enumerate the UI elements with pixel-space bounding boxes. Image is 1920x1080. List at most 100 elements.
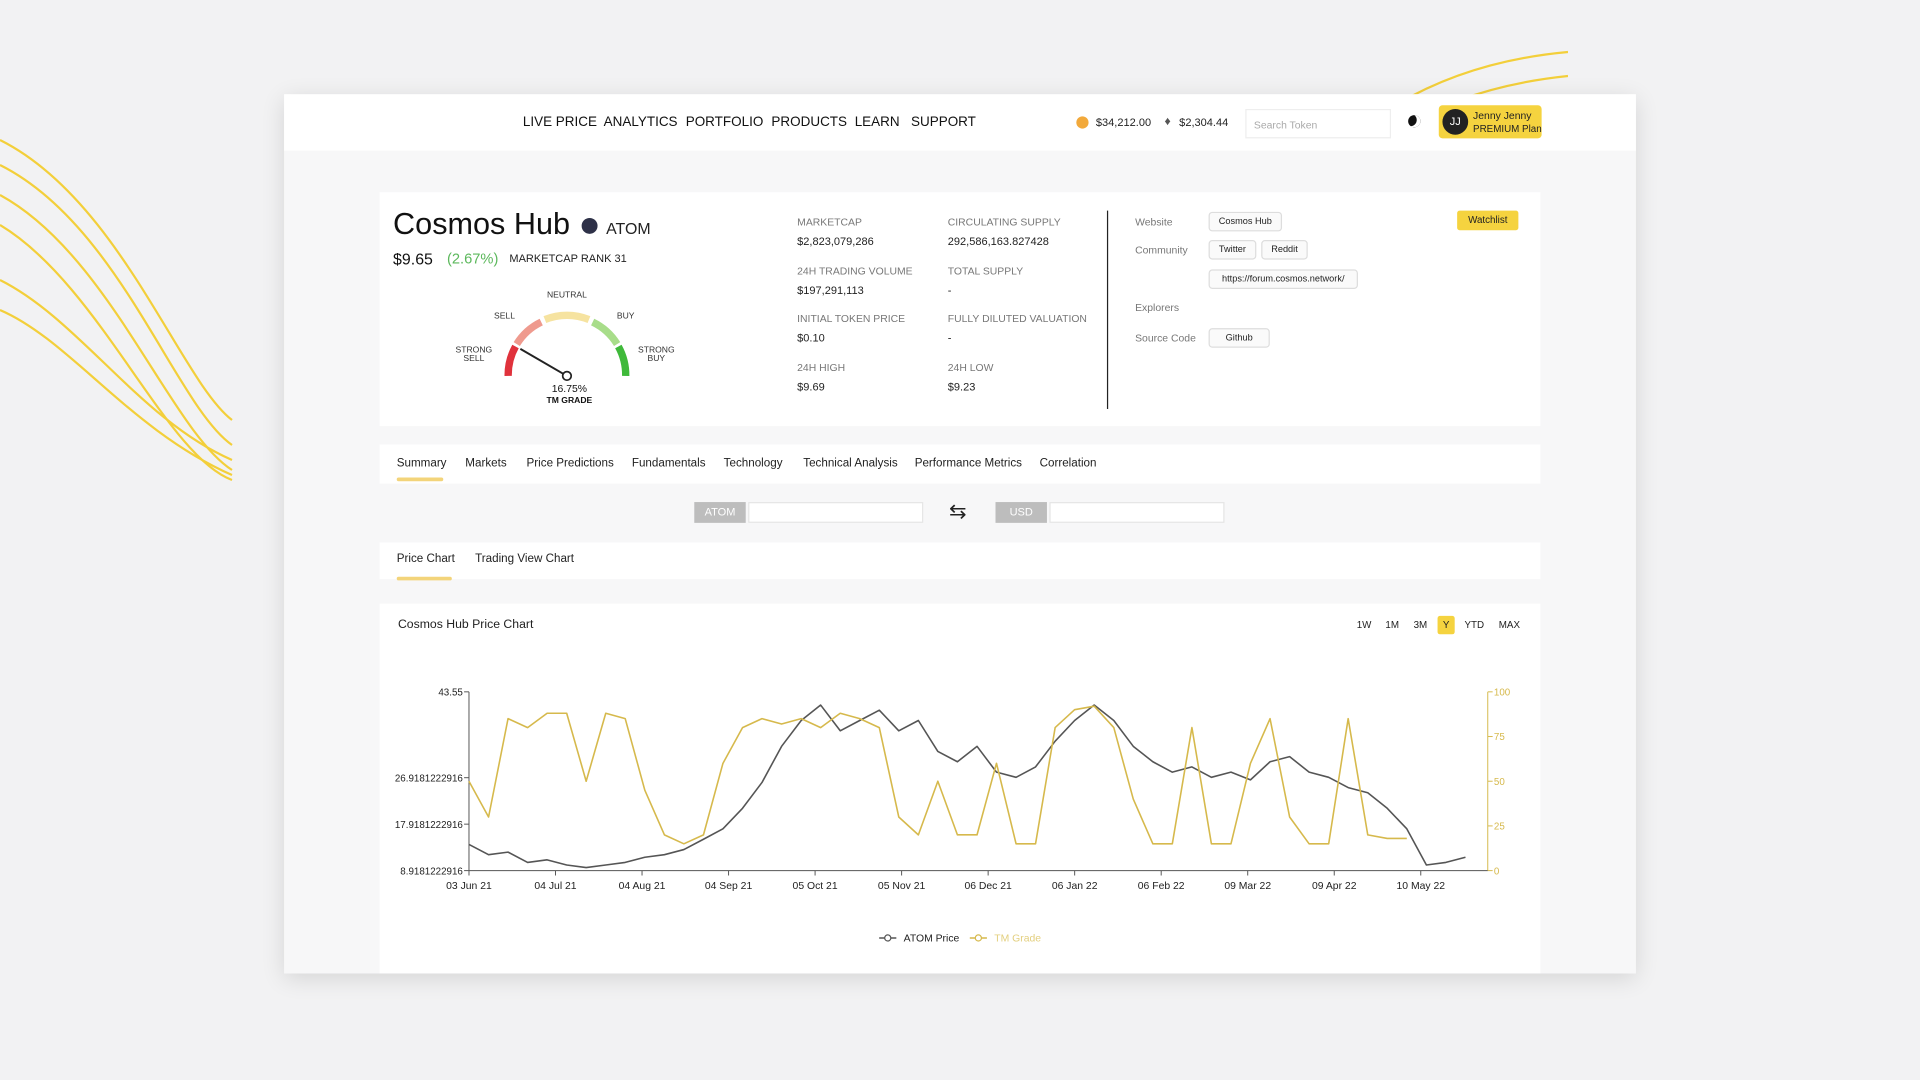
legend-marker [884, 934, 892, 942]
chart-card [379, 603, 1541, 974]
x-tick-label: 06 Feb 22 [1138, 881, 1185, 892]
link-button[interactable]: Github [1208, 328, 1270, 348]
nav-item[interactable]: LEARN [854, 115, 900, 130]
timeframe-button[interactable]: YTD [1464, 619, 1485, 631]
x-tick-label: 03 Jun 21 [446, 881, 492, 892]
gauge-label: STRONG BUY [638, 345, 675, 364]
x-tick-label: 06 Dec 21 [964, 881, 1012, 892]
tab[interactable]: Correlation [1039, 456, 1097, 471]
divider [1106, 210, 1109, 409]
gauge-value: 16.75% [552, 384, 587, 395]
token-symbol: ATOM [606, 219, 651, 238]
eth-price: $2,304.44 [1179, 116, 1229, 129]
x-tick-label: 09 Mar 22 [1224, 881, 1271, 892]
stat-value: $2,823,079,286 [797, 235, 874, 248]
link-button[interactable]: Reddit [1261, 240, 1308, 260]
stat-label: MARKETCAP [797, 215, 862, 228]
converter-to: USD [995, 502, 1047, 523]
tabs-card [379, 444, 1541, 484]
chart-title: Cosmos Hub Price Chart [397, 618, 534, 632]
stat-value: $197,291,113 [797, 283, 864, 296]
theme-toggle[interactable] [1408, 115, 1421, 128]
timeframe-button[interactable]: 1W [1356, 619, 1372, 631]
info-card [379, 192, 1541, 427]
gauge-label: NEUTRAL [547, 290, 587, 300]
timeframe-button[interactable]: MAX [1498, 619, 1521, 631]
stat-label: 24H TRADING VOLUME [797, 264, 913, 277]
nav-item[interactable]: SUPPORT [911, 115, 976, 130]
x-tick-label: 04 Sep 21 [705, 881, 753, 892]
link-label: Source Code [1135, 331, 1196, 345]
stat-value: - [947, 332, 952, 345]
user-badge[interactable]: JJ Jenny Jenny PREMIUM Plan [1438, 105, 1542, 139]
x-tick-label: 09 Apr 22 [1312, 881, 1357, 892]
stat-label: TOTAL SUPPLY [947, 264, 1024, 277]
gauge-title: TM GRADE [547, 395, 593, 405]
tab[interactable]: Markets [465, 456, 507, 471]
tab-underline [396, 576, 452, 581]
gauge-label: SELL [494, 310, 515, 320]
avatar: JJ [1442, 108, 1469, 135]
gauge-hub [561, 370, 573, 382]
link-label: Website [1135, 215, 1173, 228]
search-input[interactable]: Search Token [1245, 108, 1392, 139]
series-line [468, 704, 1466, 869]
user-name: Jenny Jenny [1473, 108, 1532, 122]
x-tick-label: 05 Oct 21 [793, 881, 838, 892]
tab[interactable]: Technology [723, 456, 783, 471]
chart-tab[interactable]: Price Chart [396, 552, 455, 566]
y-tick-label: 17.9181222916 [395, 820, 464, 831]
link-label: Community [1135, 243, 1188, 256]
nav-item[interactable]: LIVE PRICE [522, 115, 597, 130]
converter-from-input[interactable] [748, 502, 924, 523]
tab[interactable]: Technical Analysis [803, 456, 898, 471]
converter-to-input[interactable] [1049, 502, 1225, 523]
chart-tab[interactable]: Trading View Chart [475, 552, 575, 566]
stat-label: 24H HIGH [797, 361, 846, 374]
y2-tick-label: 25 [1494, 822, 1505, 833]
legend-label: ATOM Price [904, 934, 960, 945]
watchlist-button[interactable]: Watchlist [1457, 210, 1519, 231]
series-line [468, 705, 1407, 845]
timeframe-button[interactable]: Y [1437, 615, 1455, 635]
x-tick-label: 05 Nov 21 [878, 881, 926, 892]
y-tick-label: 8.9181222916 [400, 866, 463, 877]
y-tick-label: 43.55 [438, 688, 463, 699]
nav-item[interactable]: ANALYTICS [603, 115, 678, 130]
gauge-label: STRONG SELL [456, 345, 493, 364]
tab[interactable]: Fundamentals [631, 456, 706, 471]
token-change: (2.67%) [446, 249, 499, 267]
timeframe-button[interactable]: 1M [1385, 619, 1400, 631]
gauge-needle [519, 348, 568, 377]
x-tick-label: 06 Jan 22 [1052, 881, 1098, 892]
stat-value: $9.23 [947, 380, 976, 394]
link-button[interactable]: https://forum.cosmos.network/ [1208, 269, 1358, 289]
stat-label: FULLY DILUTED VALUATION [947, 312, 1087, 325]
tab-underline [396, 477, 444, 482]
stat-label: INITIAL TOKEN PRICE [797, 312, 906, 325]
link-button[interactable]: Twitter [1208, 240, 1257, 260]
tab[interactable]: Summary [396, 456, 447, 471]
gauge-label: BUY [617, 310, 635, 320]
y-tick-label: 26.9181222916 [395, 773, 464, 784]
btc-icon [1076, 116, 1089, 129]
stat-value: $0.10 [797, 332, 825, 345]
token-icon [581, 217, 598, 234]
nav-item[interactable]: PORTFOLIO [685, 115, 764, 130]
stat-value: $9.69 [797, 380, 825, 394]
swap-icon[interactable]: ⇆ [948, 499, 967, 523]
link-label: Explorers [1135, 301, 1180, 314]
y2-tick-label: 50 [1494, 777, 1505, 788]
nav-item[interactable]: PRODUCTS [771, 115, 848, 130]
tab[interactable]: Performance Metrics [914, 456, 1023, 471]
timeframe-button[interactable]: 3M [1413, 619, 1428, 631]
stat-value: 292,586,163.827428 [947, 235, 1049, 248]
link-button[interactable]: Cosmos Hub [1208, 211, 1283, 232]
x-tick-label: 10 May 22 [1397, 881, 1446, 892]
tab[interactable]: Price Predictions [526, 456, 614, 471]
legend-label: TM Grade [994, 934, 1041, 945]
stat-label: 24H LOW [947, 361, 994, 374]
